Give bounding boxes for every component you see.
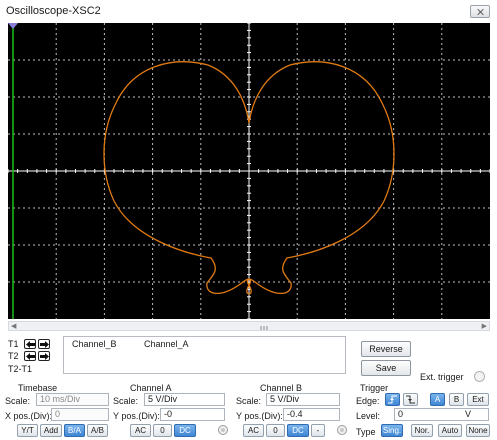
horizontal-scrollbar[interactable]: ◀ ▶ xyxy=(8,321,490,331)
cursor-t1-label: T1 xyxy=(8,339,19,349)
t2-left-button[interactable] xyxy=(24,351,36,361)
falling-edge-button[interactable] xyxy=(403,393,418,406)
cursor-t2-t1-row: T2-T1 xyxy=(8,364,32,374)
timebase-xpos-field[interactable]: 0 xyxy=(51,408,109,421)
rising-edge-icon xyxy=(388,395,397,404)
channel-a-zero-button[interactable]: 0 xyxy=(153,424,172,437)
timebase-scale-field[interactable]: 10 ms/Div xyxy=(36,393,109,406)
trigger-source-a-button[interactable]: A xyxy=(430,393,445,406)
channel-b-scale-field[interactable]: 5 V/Div xyxy=(266,393,340,406)
window-title: Oscilloscope-XSC2 xyxy=(6,5,101,17)
readout-channel-b-header: Channel_B xyxy=(72,339,117,349)
trigger-type-normal-button[interactable]: Nor. xyxy=(411,424,433,437)
channel-a-scale-field[interactable]: 5 V/Div xyxy=(144,393,225,406)
timebase-heading: Timebase xyxy=(18,383,58,393)
cursor-t2-label: T2 xyxy=(8,351,19,361)
display-grid xyxy=(8,23,490,319)
channel-b-scale-label: Scale: xyxy=(236,396,262,406)
trigger-level-label: Level: xyxy=(356,411,381,421)
channel-b-invert-button[interactable]: - xyxy=(311,424,325,437)
channel-a-ypos-label: Y pos.(Div): xyxy=(113,411,160,421)
t1-left-button[interactable] xyxy=(24,339,36,349)
title-bar: Oscilloscope-XSC2 xyxy=(0,0,497,23)
oscilloscope-display xyxy=(8,23,490,319)
t1-right-button[interactable] xyxy=(38,339,50,349)
channel-b-ac-button[interactable]: AC xyxy=(243,424,264,437)
trigger-type-label: Type xyxy=(356,427,376,437)
display-svg xyxy=(8,23,490,319)
ext-trigger-label: Ext. trigger xyxy=(420,372,464,382)
mode-ba-button[interactable]: B/A xyxy=(64,424,85,437)
mode-add-button[interactable]: Add xyxy=(40,424,62,437)
readout-channel-a-header: Channel_A xyxy=(144,339,189,349)
trigger-edge-label: Edge: xyxy=(356,396,380,406)
trigger-source-b-button[interactable]: B xyxy=(449,393,464,406)
channel-b-ypos-field[interactable]: -0.4 xyxy=(283,408,340,421)
trigger-type-auto-button[interactable]: Auto xyxy=(438,424,462,437)
mode-yt-button[interactable]: Y/T xyxy=(17,424,38,437)
lissajous-trace xyxy=(103,61,395,295)
channel-b-terminal-icon xyxy=(337,425,347,435)
scroll-left-icon[interactable]: ◀ xyxy=(11,323,17,330)
mode-ab-button[interactable]: A/B xyxy=(87,424,108,437)
trigger-level-value: 0 xyxy=(398,409,404,419)
channel-a-terminal-icon xyxy=(218,425,228,435)
trigger-heading: Trigger xyxy=(360,383,389,393)
save-button[interactable]: Save xyxy=(361,360,411,376)
channel-a-ypos-field[interactable]: -0 xyxy=(160,408,225,421)
cursor-t1-handle[interactable] xyxy=(8,23,18,29)
ext-trigger-terminal[interactable] xyxy=(474,371,485,382)
channel-b-ypos-label: Y pos.(Div): xyxy=(236,411,283,421)
timebase-scale-label: Scale: xyxy=(5,396,31,406)
cursor-readout: Channel_B Channel_A xyxy=(63,336,346,374)
channel-a-heading: Channel A xyxy=(130,383,172,393)
scroll-thumb[interactable] xyxy=(247,323,281,330)
channel-a-dc-button[interactable]: DC xyxy=(174,424,196,437)
channel-b-heading: Channel B xyxy=(260,383,303,393)
trigger-type-single-button[interactable]: Sing. xyxy=(381,424,403,437)
trigger-level-unit: V xyxy=(465,409,472,419)
cursor-t2-t1-label: T2-T1 xyxy=(8,364,33,374)
channel-a-scale-label: Scale: xyxy=(113,396,139,406)
channel-b-dc-button[interactable]: DC xyxy=(287,424,309,437)
trigger-level-field[interactable]: 0 V xyxy=(394,408,489,421)
channel-b-zero-button[interactable]: 0 xyxy=(266,424,285,437)
channel-a-ac-button[interactable]: AC xyxy=(130,424,151,437)
trigger-source-ext-button[interactable]: Ext xyxy=(467,393,489,406)
falling-edge-icon xyxy=(406,395,415,404)
close-button[interactable] xyxy=(470,5,490,18)
scroll-right-icon[interactable]: ▶ xyxy=(481,323,487,330)
trigger-type-none-button[interactable]: None xyxy=(466,424,490,437)
timebase-xpos-label: X pos.(Div): xyxy=(5,411,53,421)
reverse-button[interactable]: Reverse xyxy=(361,341,411,357)
rising-edge-button[interactable] xyxy=(385,393,400,406)
t2-right-button[interactable] xyxy=(38,351,50,361)
